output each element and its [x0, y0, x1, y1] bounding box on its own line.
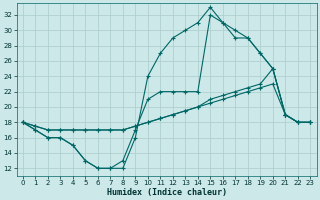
X-axis label: Humidex (Indice chaleur): Humidex (Indice chaleur) [107, 188, 227, 197]
